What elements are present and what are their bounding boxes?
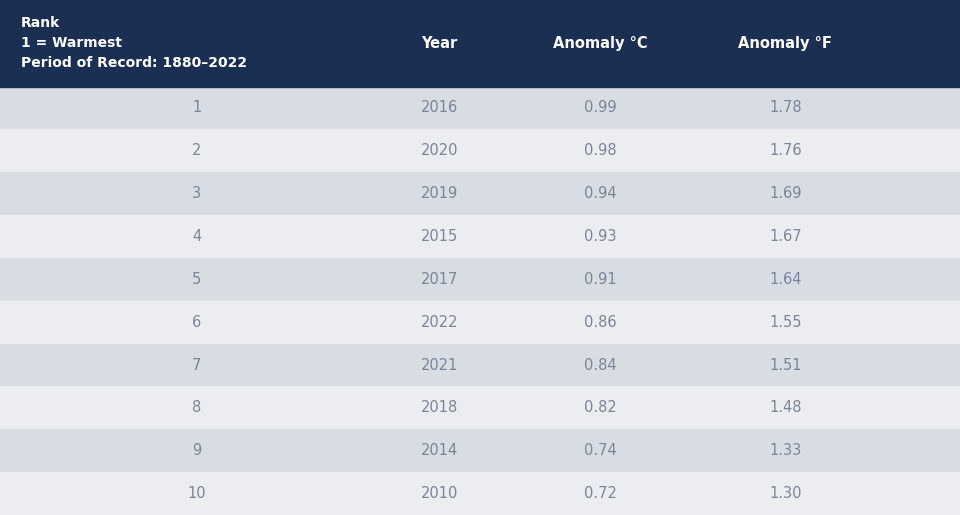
Bar	[0, 215, 960, 258]
Text: 2019: 2019	[421, 186, 458, 201]
Text: 0.72: 0.72	[584, 486, 616, 501]
Bar	[0, 386, 960, 430]
Text: 5: 5	[192, 272, 202, 287]
Text: 1.69: 1.69	[769, 186, 802, 201]
Text: Year: Year	[421, 36, 458, 51]
Text: 7: 7	[192, 357, 202, 372]
Text: 2021: 2021	[421, 357, 458, 372]
Text: 1.76: 1.76	[769, 143, 802, 158]
Text: 0.86: 0.86	[584, 315, 616, 330]
Bar	[0, 172, 960, 215]
Text: 2018: 2018	[421, 400, 458, 416]
Bar	[0, 301, 960, 344]
Text: 4: 4	[192, 229, 202, 244]
Text: 1.64: 1.64	[769, 272, 802, 287]
Text: 1.30: 1.30	[769, 486, 802, 501]
Text: 0.94: 0.94	[584, 186, 616, 201]
Text: 2020: 2020	[420, 143, 459, 158]
Text: 0.82: 0.82	[584, 400, 616, 416]
Text: 8: 8	[192, 400, 202, 416]
Text: 1.48: 1.48	[769, 400, 802, 416]
Bar	[0, 129, 960, 172]
Bar	[0, 472, 960, 515]
Text: 2014: 2014	[421, 443, 458, 458]
Text: 2016: 2016	[421, 100, 458, 115]
Text: 2017: 2017	[421, 272, 458, 287]
Text: 0.98: 0.98	[584, 143, 616, 158]
Bar	[0, 344, 960, 386]
Bar	[0, 87, 960, 129]
Text: 2: 2	[192, 143, 202, 158]
Text: 0.74: 0.74	[584, 443, 616, 458]
Text: 1.67: 1.67	[769, 229, 802, 244]
Text: 1: 1	[192, 100, 202, 115]
Text: 1.33: 1.33	[769, 443, 802, 458]
Text: 0.93: 0.93	[584, 229, 616, 244]
Text: 2015: 2015	[421, 229, 458, 244]
Bar	[0, 0, 960, 87]
Bar	[0, 430, 960, 472]
Text: 2022: 2022	[420, 315, 459, 330]
Text: Anomaly °C: Anomaly °C	[553, 36, 647, 51]
Text: 1.55: 1.55	[769, 315, 802, 330]
Text: Rank
1 = Warmest
Period of Record: 1880–2022: Rank 1 = Warmest Period of Record: 1880–…	[21, 16, 248, 71]
Text: 6: 6	[192, 315, 202, 330]
Text: 1.78: 1.78	[769, 100, 802, 115]
Text: 0.91: 0.91	[584, 272, 616, 287]
Bar	[0, 258, 960, 301]
Text: 3: 3	[192, 186, 202, 201]
Text: 0.99: 0.99	[584, 100, 616, 115]
Text: 10: 10	[187, 486, 206, 501]
Text: Anomaly °F: Anomaly °F	[738, 36, 832, 51]
Text: 1.51: 1.51	[769, 357, 802, 372]
Text: 0.84: 0.84	[584, 357, 616, 372]
Text: 2010: 2010	[421, 486, 458, 501]
Text: 9: 9	[192, 443, 202, 458]
